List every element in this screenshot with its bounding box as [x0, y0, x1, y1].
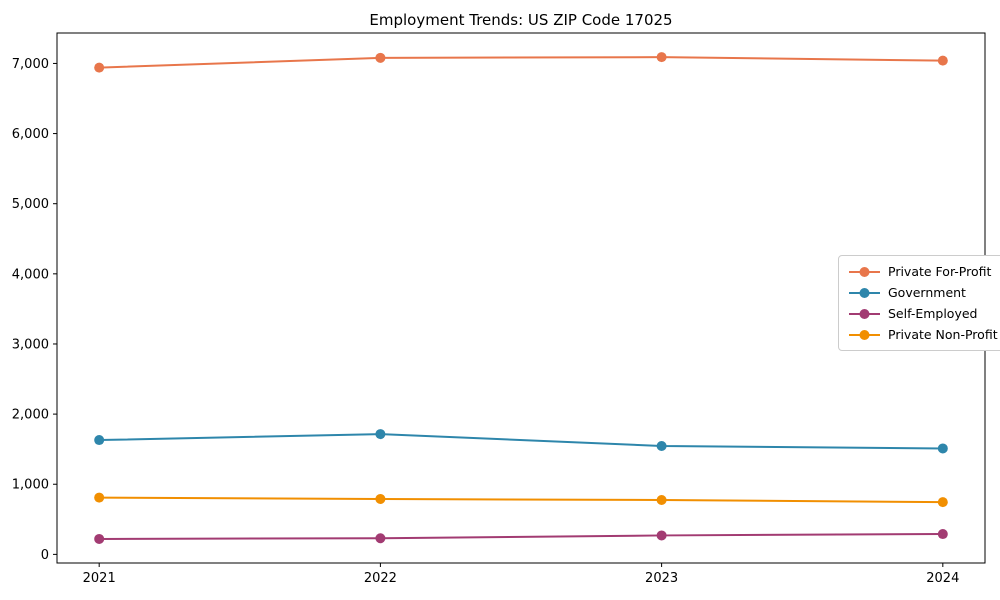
- legend: Private For-Profit Government Self-Emplo…: [838, 255, 1000, 351]
- legend-label: Private For-Profit: [888, 264, 992, 279]
- legend-label: Government: [888, 285, 966, 300]
- legend-item-private-for-profit: Private For-Profit: [848, 263, 998, 280]
- svg-text:2024: 2024: [926, 571, 959, 586]
- line-marker-swatch-icon: [849, 308, 880, 319]
- svg-text:2023: 2023: [645, 571, 678, 586]
- svg-text:2021: 2021: [83, 571, 116, 586]
- svg-text:3,000: 3,000: [12, 337, 49, 352]
- line-marker-swatch-icon: [849, 266, 880, 277]
- line-marker-swatch-icon: [849, 287, 880, 298]
- legend-item-private-non-profit: Private Non-Profit: [848, 326, 998, 343]
- svg-text:2022: 2022: [364, 571, 397, 586]
- svg-text:6,000: 6,000: [12, 127, 49, 142]
- legend-label: Private Non-Profit: [888, 327, 998, 342]
- legend-item-government: Government: [848, 284, 998, 301]
- chart-title: Employment Trends: US ZIP Code 17025: [369, 11, 673, 29]
- svg-text:1,000: 1,000: [12, 478, 49, 493]
- legend-item-self-employed: Self-Employed: [848, 305, 998, 322]
- svg-text:0: 0: [41, 548, 49, 563]
- line-marker-swatch-icon: [849, 329, 880, 340]
- legend-label: Self-Employed: [888, 306, 978, 321]
- svg-text:2,000: 2,000: [12, 408, 49, 423]
- svg-text:5,000: 5,000: [12, 197, 49, 212]
- svg-text:4,000: 4,000: [12, 267, 49, 282]
- svg-text:7,000: 7,000: [12, 57, 49, 72]
